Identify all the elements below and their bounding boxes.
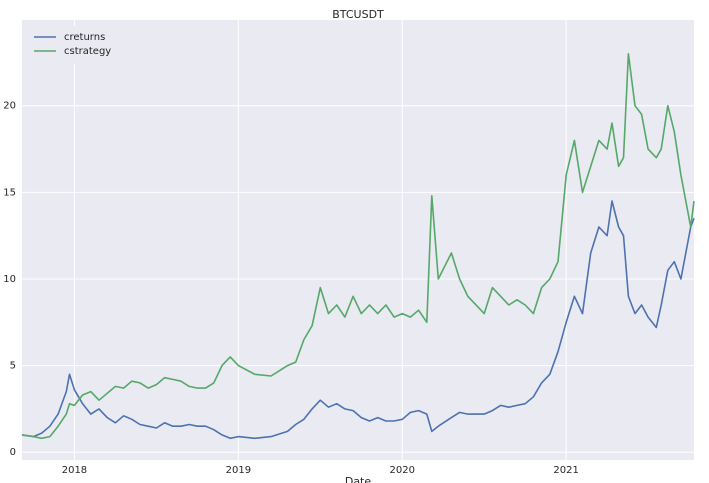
x-tick-label: 2018: [62, 465, 87, 476]
plot-area: [22, 20, 694, 460]
y-tick-label: 0: [10, 447, 16, 458]
legend-label: cstrategy: [64, 46, 111, 57]
x-tick-label: 2019: [226, 465, 251, 476]
legend-box: [28, 26, 112, 64]
series-line: [21, 53, 695, 440]
x-tick-label: 2020: [390, 465, 415, 476]
chart-title: BTCUSDT: [332, 8, 384, 21]
y-tick-label: 5: [10, 361, 16, 372]
x-axis-label: Date: [345, 475, 372, 483]
y-tick-label: 15: [3, 187, 16, 198]
legend: creturns cstrategy: [28, 26, 112, 64]
x-tick-label: 2021: [553, 465, 578, 476]
series-line: [21, 200, 695, 440]
legend-label: creturns: [64, 32, 105, 43]
y-tick-label: 10: [3, 274, 16, 285]
y-tick-label: 20: [3, 101, 16, 112]
